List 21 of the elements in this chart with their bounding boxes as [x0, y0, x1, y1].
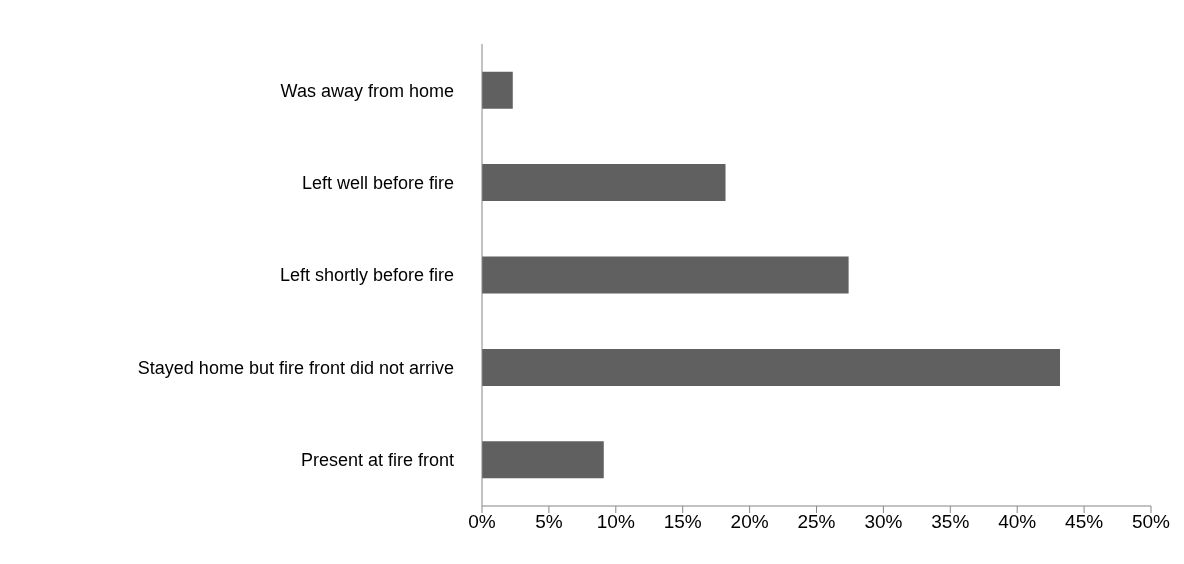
x-tick-label: 10%: [596, 511, 635, 533]
x-tick-label: 35%: [931, 511, 970, 533]
x-tick-label: 0%: [468, 511, 496, 533]
bar: [482, 348, 1061, 386]
x-tick-label: 20%: [730, 511, 769, 533]
y-tick-label: Present at fire front: [300, 450, 454, 471]
y-tick-label: Left well before fire: [301, 172, 454, 193]
x-tick-label: 30%: [864, 511, 903, 533]
x-tick-label: 40%: [998, 511, 1037, 533]
x-tick-label: 50%: [1131, 511, 1171, 533]
x-tick-label: 15%: [663, 511, 702, 533]
y-tick-label: Was away from home: [280, 80, 454, 101]
y-tick-label: Stayed home but fire front did not arrive: [137, 357, 454, 378]
bar: [482, 441, 604, 479]
y-tick-label: Left shortly before fire: [279, 265, 454, 286]
bar: [482, 164, 726, 202]
bar: [482, 256, 849, 294]
x-tick-label: 45%: [1065, 511, 1104, 533]
bar: [482, 71, 513, 109]
x-tick-label: 25%: [797, 511, 836, 533]
x-tick-label: 5%: [535, 511, 563, 533]
